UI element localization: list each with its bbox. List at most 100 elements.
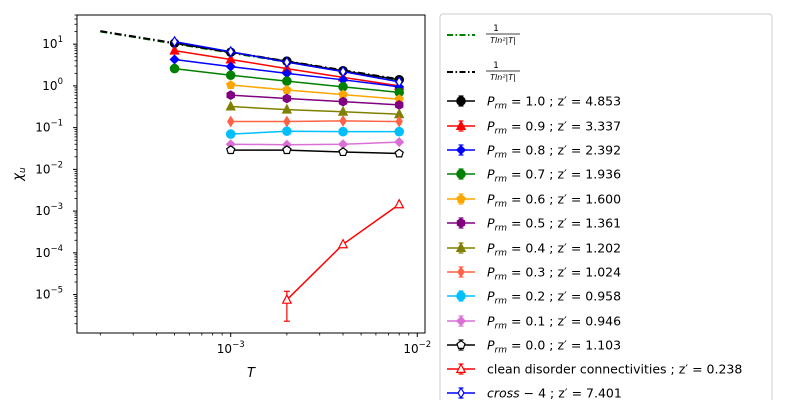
data-point xyxy=(225,70,236,81)
data-point xyxy=(282,126,292,137)
legend-item-0: 1 Tln²|T| xyxy=(447,24,520,45)
legend-item-3: Prm = 0.9 ; z′ = 3.337 xyxy=(447,119,621,137)
data-point xyxy=(169,44,180,55)
y-tick-label: 10−1 xyxy=(35,119,63,135)
y-axis-label: χu xyxy=(11,167,28,182)
legend-marker xyxy=(455,315,467,327)
legend-item-14: cross − 4 ; z′ = 7.401 xyxy=(447,386,622,400)
svg-text:χu: χu xyxy=(11,167,28,182)
legend-label: Prm = 0.7 ; z′ = 1.936 xyxy=(487,167,621,185)
data-point xyxy=(394,198,405,209)
legend-marker xyxy=(457,266,465,278)
data-point xyxy=(282,76,292,86)
y-tick-label: 10−4 xyxy=(35,244,63,260)
data-point xyxy=(225,129,236,139)
legend-label: Prm = 0.2 ; z′ = 0.958 xyxy=(487,289,621,307)
data-point xyxy=(226,90,235,101)
data-point xyxy=(394,148,404,158)
legend-item-5: Prm = 0.7 ; z′ = 1.936 xyxy=(447,167,621,185)
series-line-10 xyxy=(230,149,400,155)
series-line-8 xyxy=(230,130,400,135)
legend-item-8: Prm = 0.4 ; z′ = 1.202 xyxy=(447,241,621,259)
data-point xyxy=(282,85,292,94)
legend-item-13: clean disorder connectivities ; z′ = 0.2… xyxy=(447,362,742,377)
y-tick-label: 10−3 xyxy=(35,202,63,218)
data-point xyxy=(281,103,293,114)
data-point xyxy=(339,114,347,127)
data-point xyxy=(226,80,236,90)
legend-marker xyxy=(456,194,466,203)
data-point xyxy=(281,293,293,304)
legend-label: Prm = 0.8 ; z′ = 2.392 xyxy=(487,143,621,161)
legend-marker xyxy=(457,387,465,399)
legend-marker xyxy=(456,340,466,349)
legend-marker xyxy=(455,119,467,130)
legend-label: Prm = 0.0 ; z′ = 1.103 xyxy=(487,338,621,356)
legend-marker xyxy=(455,144,467,156)
legend-label: Prm = 0.1 ; z′ = 0.946 xyxy=(487,314,621,332)
y-tick-label: 101 xyxy=(42,35,63,51)
legend-item-2: Prm = 1.0 ; z′ = 4.853 xyxy=(447,94,621,112)
data-point xyxy=(394,137,405,148)
legend-item-4: Prm = 0.8 ; z′ = 2.392 xyxy=(447,143,621,161)
legend-label: Prm = 0.4 ; z′ = 1.202 xyxy=(487,241,621,259)
data-point xyxy=(338,96,348,107)
y-tick-label: 10−2 xyxy=(35,160,63,176)
x-tick-label: 10−2 xyxy=(403,340,431,356)
legend-marker xyxy=(456,218,466,228)
legend-marker xyxy=(456,96,466,106)
data-point xyxy=(169,63,180,74)
y-tick-label: 100 xyxy=(42,77,63,93)
data-point xyxy=(227,115,235,128)
series-3 xyxy=(169,63,404,98)
legend-label: Prm = 0.5 ; z′ = 1.361 xyxy=(487,216,621,234)
data-point xyxy=(225,100,236,111)
series-line-6 xyxy=(230,105,400,115)
legend-item-6: Prm = 0.6 ; z′ = 1.600 xyxy=(447,192,621,210)
legend-label: Prm = 0.3 ; z′ = 1.024 xyxy=(487,265,621,283)
legend-fraction-denominator: Tln²|T| xyxy=(490,73,516,82)
legend-marker xyxy=(455,241,467,252)
legend-marker xyxy=(456,291,466,301)
data-point xyxy=(338,147,348,157)
data-point xyxy=(339,65,347,78)
legend-label: clean disorder connectivities ; z′ = 0.2… xyxy=(487,362,742,377)
data-point xyxy=(226,145,236,155)
series-line-7 xyxy=(230,120,400,123)
data-point xyxy=(283,56,291,69)
legend-fraction-numerator: 1 xyxy=(493,61,499,71)
y-axis-label-sub: u xyxy=(18,167,28,173)
series-6 xyxy=(225,100,405,119)
series-8 xyxy=(225,126,404,139)
y-tick-label: 10−5 xyxy=(35,286,63,302)
legend-item-12: Prm = 0.0 ; z′ = 1.103 xyxy=(447,338,621,356)
legend-label: Prm = 0.9 ; z′ = 3.337 xyxy=(487,119,621,137)
legend-fraction-denominator: Tln²|T| xyxy=(490,36,516,45)
series-line-4 xyxy=(230,84,400,100)
legend-item-7: Prm = 0.5 ; z′ = 1.361 xyxy=(447,216,621,234)
data-point xyxy=(169,54,180,65)
legend-item-9: Prm = 0.3 ; z′ = 1.024 xyxy=(447,265,621,283)
data-point xyxy=(282,145,292,155)
y-axis-label-main: χ xyxy=(11,172,26,182)
legend-box xyxy=(439,13,773,400)
legend-item-11: Prm = 0.1 ; z′ = 0.946 xyxy=(447,314,621,332)
series-line-9 xyxy=(230,141,400,146)
series-12 xyxy=(170,35,403,88)
series-11 xyxy=(281,198,405,322)
legend-item-10: Prm = 0.2 ; z′ = 0.958 xyxy=(447,289,621,307)
legend-marker xyxy=(455,362,467,373)
legend-item-1: 1 Tln²|T| xyxy=(447,61,520,82)
legend-label: Prm = 1.0 ; z′ = 4.853 xyxy=(487,94,621,112)
legend-label: Prm = 0.6 ; z′ = 1.600 xyxy=(487,192,621,210)
data-point xyxy=(170,35,179,48)
legend-label: cross − 4 ; z′ = 7.401 xyxy=(487,386,622,400)
data-point xyxy=(338,126,348,137)
plot-area xyxy=(76,14,426,334)
data-point xyxy=(282,93,292,104)
series-10 xyxy=(226,145,404,158)
data-point xyxy=(394,100,404,110)
x-axis-label: T xyxy=(247,366,256,381)
data-point xyxy=(395,75,403,88)
